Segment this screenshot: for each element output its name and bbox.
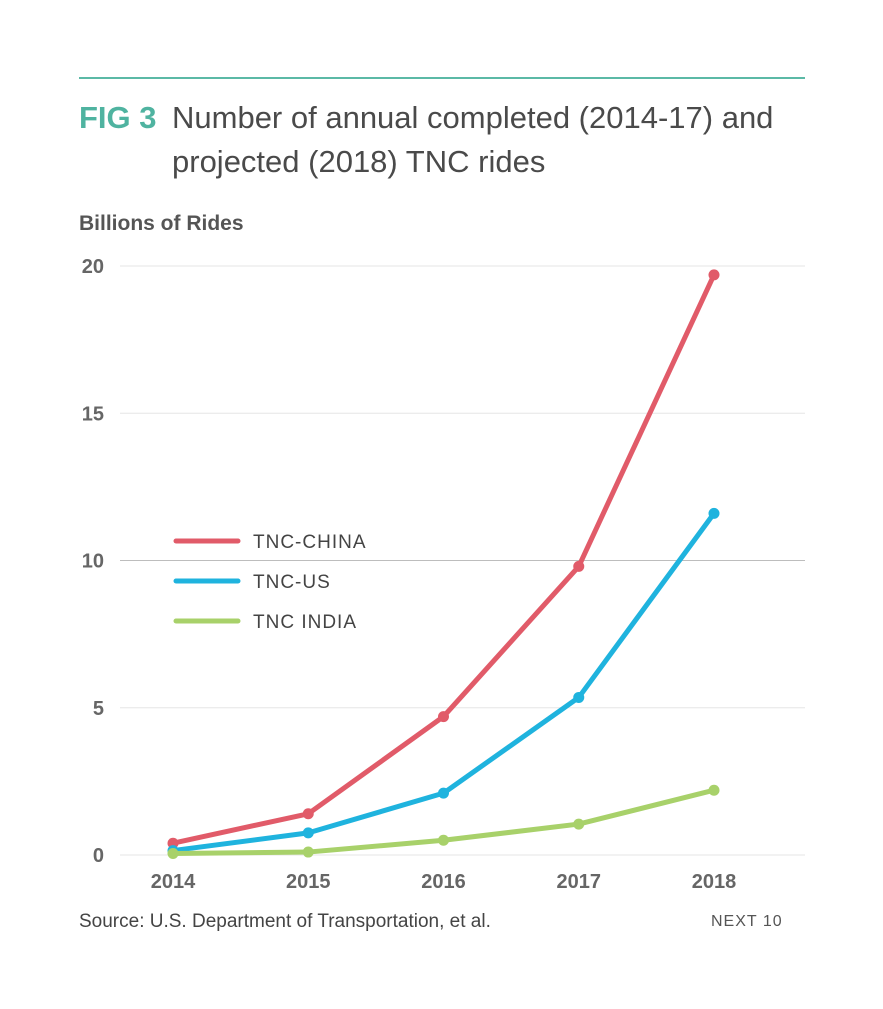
x-tick-label: 2018: [692, 871, 737, 893]
series-halo: [173, 513, 714, 850]
data-point: [167, 848, 179, 860]
y-tick-labels: 0 5 10 15 20: [82, 256, 104, 867]
chart-title: Number of annual completed (2014-17) and…: [172, 100, 774, 179]
data-point: [573, 818, 585, 830]
data-point: [302, 827, 314, 839]
y-tick-label: 15: [82, 403, 104, 425]
legend-label: TNC-CHINA: [253, 532, 367, 553]
series-tnc-china: [167, 269, 720, 849]
y-tick-label: 10: [82, 551, 104, 573]
data-point: [302, 846, 314, 858]
brand-label: NEXT 10: [711, 913, 783, 930]
x-tick-label: 2017: [557, 871, 602, 893]
x-tick-label: 2014: [151, 871, 196, 893]
gridlines: [120, 265, 805, 856]
x-tick-labels: 2014 2015 2016 2017 2018: [151, 871, 737, 893]
series-tnc-india: [167, 784, 720, 860]
y-tick-label: 5: [93, 698, 104, 720]
series-lines: [167, 269, 720, 860]
x-tick-label: 2016: [421, 871, 466, 893]
series-halo: [173, 275, 714, 843]
legend: TNC-CHINA TNC-US TNC INDIA: [160, 525, 380, 637]
top-rule: [79, 77, 805, 79]
y-axis-label: Billions of Rides: [79, 212, 244, 235]
figure-label: FIG 3: [79, 100, 157, 135]
data-point: [438, 711, 449, 723]
data-point: [708, 507, 720, 519]
data-point: [708, 269, 720, 281]
x-tick-label: 2015: [286, 871, 331, 893]
y-tick-label: 20: [82, 256, 104, 278]
data-point: [438, 834, 449, 846]
series-line: [170, 272, 717, 846]
data-point: [708, 784, 720, 796]
series-line: [170, 510, 717, 854]
source-note: Source: U.S. Department of Transportatio…: [79, 911, 491, 932]
legend-label: TNC-US: [253, 572, 331, 593]
data-point: [438, 787, 449, 799]
data-point: [302, 808, 314, 820]
data-point: [573, 560, 585, 572]
data-point: [573, 691, 585, 703]
y-tick-label: 0: [93, 845, 104, 867]
legend-label: TNC INDIA: [253, 612, 357, 633]
